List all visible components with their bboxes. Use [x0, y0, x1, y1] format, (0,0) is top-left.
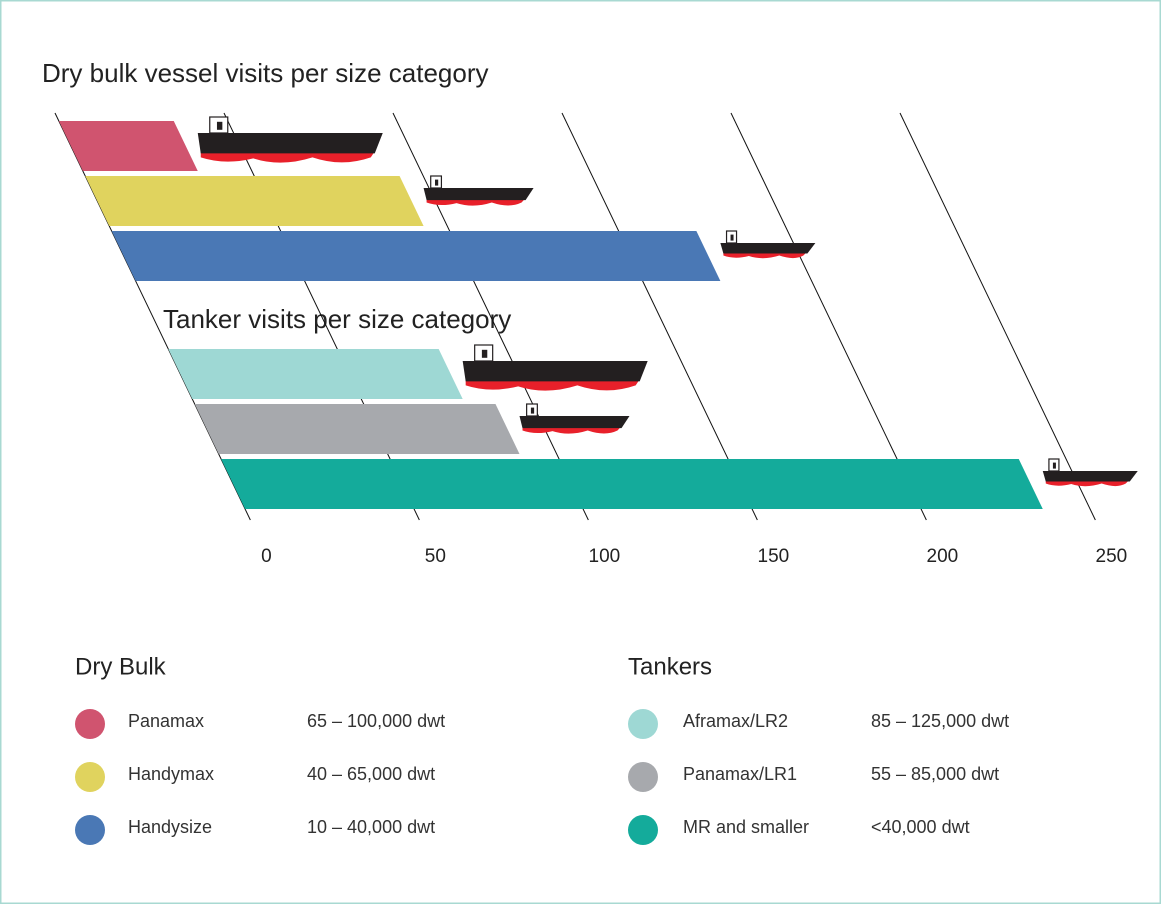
legend-description: 10 – 40,000 dwt	[307, 817, 435, 837]
grid-line	[730, 112, 927, 521]
ship-window	[1052, 462, 1056, 469]
chart-title: Dry bulk vessel visits per size category	[42, 58, 488, 88]
legend-title: Dry Bulk	[75, 653, 167, 680]
ship-wave	[200, 151, 375, 163]
ship-window	[530, 407, 535, 414]
legend-title: Tankers	[628, 653, 712, 680]
ship-window	[216, 121, 223, 130]
legend-swatch	[628, 762, 658, 792]
legend-swatch	[75, 815, 105, 845]
bar	[221, 459, 1043, 509]
bar	[85, 176, 424, 226]
legend-label: Handysize	[128, 817, 212, 837]
legend-description: <40,000 dwt	[871, 817, 970, 837]
legend-label: Handymax	[128, 764, 214, 784]
bar	[168, 349, 463, 399]
ship-icon	[720, 230, 816, 259]
legend-description: 40 – 65,000 dwt	[307, 764, 435, 784]
legend-description: 65 – 100,000 dwt	[307, 711, 445, 731]
x-tick-label: 50	[425, 546, 446, 567]
ship-wave	[465, 379, 640, 391]
bar	[194, 404, 520, 454]
x-tick-label: 0	[261, 546, 272, 567]
grid-line	[561, 112, 758, 521]
ship-icon	[423, 175, 534, 206]
legend-swatch	[75, 709, 105, 739]
ship-icon	[519, 403, 630, 434]
x-tick-label: 200	[927, 546, 959, 567]
legend-swatch	[628, 709, 658, 739]
ship-window	[434, 179, 439, 186]
chart-title: Tanker visits per size category	[163, 304, 511, 334]
bar	[111, 231, 721, 281]
ship-icon	[1042, 458, 1138, 487]
legend-label: Panamax	[128, 711, 204, 731]
x-tick-label: 250	[1096, 546, 1128, 567]
ship-window	[730, 234, 734, 241]
legend-label: MR and smaller	[683, 817, 809, 837]
ship-icon	[197, 116, 383, 163]
grid-line	[899, 112, 1096, 521]
legend-description: 85 – 125,000 dwt	[871, 711, 1009, 731]
ship-hull	[197, 133, 383, 154]
x-tick-label: 100	[589, 546, 621, 567]
legend-label: Aframax/LR2	[683, 711, 788, 731]
legend-swatch	[75, 762, 105, 792]
ship-hull	[720, 243, 816, 254]
legend-swatch	[628, 815, 658, 845]
grid-line	[392, 112, 589, 521]
ship-hull	[519, 416, 630, 429]
ship-hull	[423, 188, 534, 201]
bar	[58, 121, 198, 171]
x-tick-label: 150	[758, 546, 790, 567]
ship-icon	[462, 344, 648, 391]
ship-hull	[1042, 471, 1138, 482]
ship-window	[481, 349, 488, 358]
ship-hull	[462, 361, 648, 382]
legend-description: 55 – 85,000 dwt	[871, 764, 999, 784]
legend-label: Panamax/LR1	[683, 764, 797, 784]
